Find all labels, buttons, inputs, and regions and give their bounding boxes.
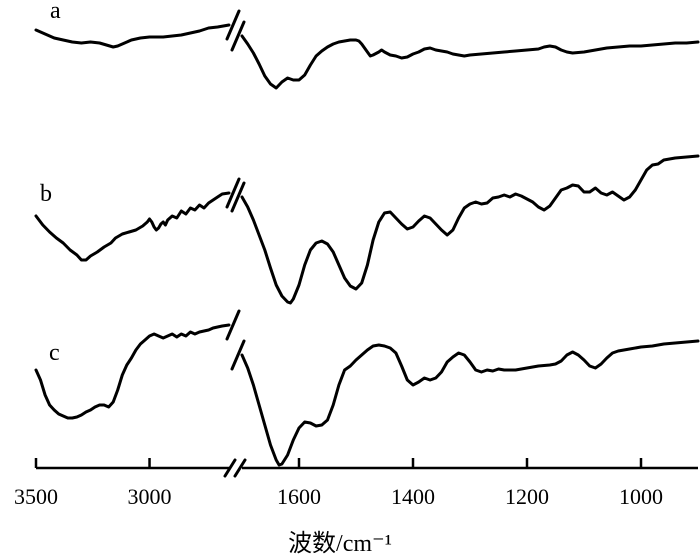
break-mark-a-left [225, 9, 241, 41]
series-label-c: c [49, 340, 60, 366]
x-tick-label-1200: 1200 [505, 484, 549, 509]
series-labels: a b c [40, 0, 61, 366]
x-tick-label-1000: 1000 [619, 484, 663, 509]
axis-break-mark-right [233, 458, 247, 478]
axis-break-mark-left [223, 458, 237, 478]
spectrum-c-part-2 [240, 339, 700, 467]
spectrum-a-part-1 [34, 23, 231, 49]
series-label-a: a [50, 0, 61, 24]
break-mark-b-right [230, 181, 246, 213]
spectrum-b-part-2 [240, 154, 700, 305]
x-tick-label-3500: 3500 [14, 484, 58, 509]
spectrum-c-part-1 [34, 323, 231, 420]
break-mark-c-right [230, 339, 246, 371]
x-axis: 3500 3000 1600 1400 1200 1000 [14, 458, 698, 509]
x-axis-title: 波数/cm⁻¹ [288, 530, 392, 557]
x-tick-label-1400: 1400 [391, 484, 435, 509]
x-tick-label-1600: 1600 [277, 484, 321, 509]
break-mark-b-left [225, 177, 241, 209]
break-mark-c-left [225, 309, 241, 341]
x-tick-label-3000: 3000 [128, 484, 172, 509]
spectra-group [34, 9, 700, 467]
break-mark-a-right [230, 20, 246, 52]
series-label-b: b [40, 181, 52, 207]
spectrum-a-part-2 [240, 34, 700, 90]
spectrum-b-part-1 [34, 191, 231, 262]
